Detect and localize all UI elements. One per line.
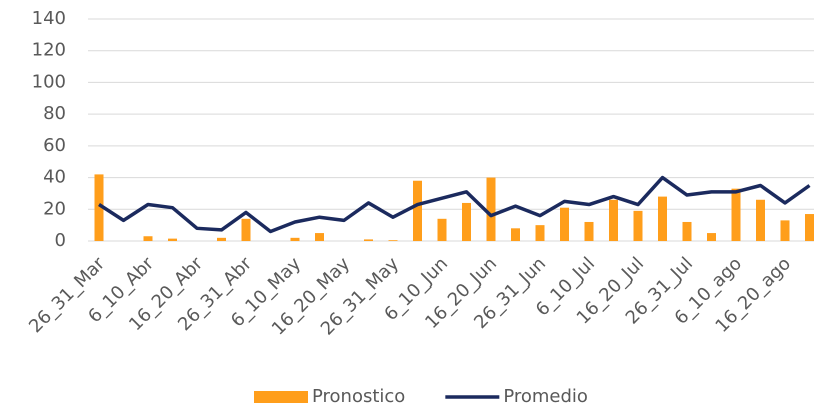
bar [143, 236, 153, 241]
bar [780, 220, 790, 241]
bar [486, 177, 496, 241]
bar [168, 238, 177, 241]
bar [682, 221, 692, 241]
bar [633, 210, 643, 241]
bar [413, 180, 422, 241]
bar [584, 221, 594, 241]
bar [560, 207, 569, 241]
bar [94, 174, 104, 241]
bar [364, 239, 373, 241]
y-tick-label: 0 [55, 230, 66, 251]
bar [241, 218, 251, 241]
bar [462, 202, 471, 241]
y-tick-label: 20 [43, 198, 66, 219]
bar [535, 225, 545, 241]
bar [707, 233, 716, 241]
bar [609, 199, 618, 241]
bar [805, 214, 814, 241]
line [98, 175, 811, 234]
bar [290, 237, 300, 241]
bar [315, 233, 324, 241]
bar [217, 237, 226, 241]
bar [511, 228, 520, 241]
bar [756, 199, 765, 241]
legend-label: Pronostico [312, 386, 405, 407]
legend-swatch [254, 391, 308, 403]
y-tick-label: 40 [43, 167, 66, 188]
y-tick-label: 80 [43, 103, 66, 124]
y-tick-label: 100 [32, 71, 66, 92]
bar [731, 188, 741, 241]
bar [388, 240, 398, 241]
bar [658, 196, 667, 241]
y-tick-label: 140 [32, 8, 66, 29]
y-tick-label: 60 [43, 135, 66, 156]
y-tick-label: 120 [32, 40, 66, 61]
legend-label: Promedio [503, 386, 588, 407]
bar [437, 218, 447, 241]
